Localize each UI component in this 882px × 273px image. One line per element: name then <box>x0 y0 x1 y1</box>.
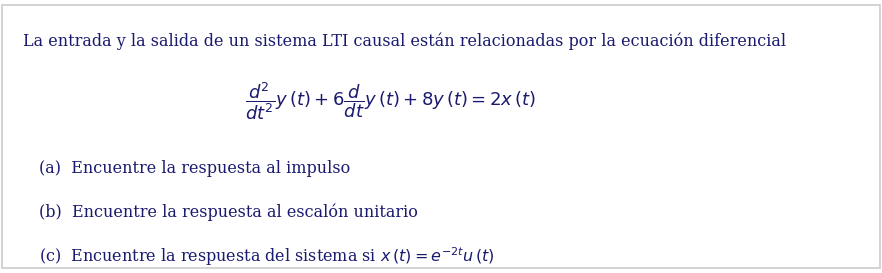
Text: (a)  Encuentre la respuesta al impulso: (a) Encuentre la respuesta al impulso <box>39 160 350 177</box>
Text: (b)  Encuentre la respuesta al escalón unitario: (b) Encuentre la respuesta al escalón un… <box>39 203 418 221</box>
Text: La entrada y la salida de un sistema LTI causal están relacionadas por la ecuaci: La entrada y la salida de un sistema LTI… <box>24 32 787 50</box>
Text: (c)  Encuentre la respuesta del sistema si $x\,(t) = e^{-2t}u\,(t)$: (c) Encuentre la respuesta del sistema s… <box>39 246 495 268</box>
Text: $\dfrac{d^2}{dt^2}y\,(t) + 6\dfrac{d}{dt}y\,(t) + 8y\,(t) = 2x\,(t)$: $\dfrac{d^2}{dt^2}y\,(t) + 6\dfrac{d}{dt… <box>245 81 536 122</box>
